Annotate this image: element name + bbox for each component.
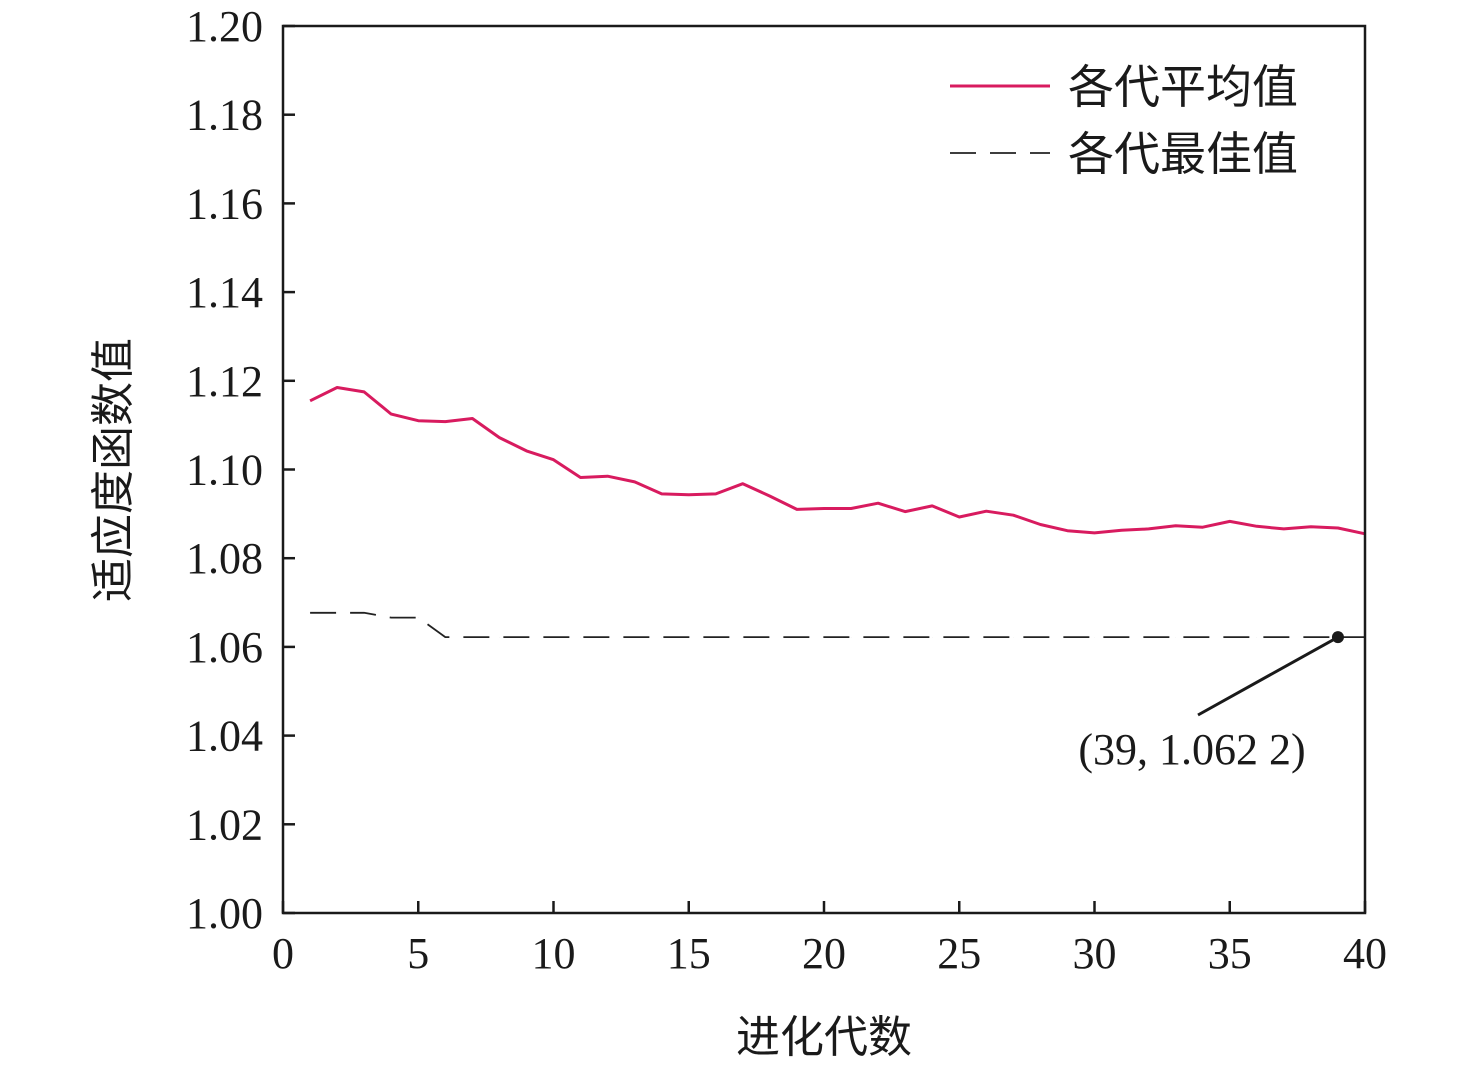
x-tick-label: 10 — [532, 929, 576, 978]
y-tick-label: 1.00 — [186, 889, 263, 938]
series-line-average — [309, 386, 1366, 536]
series-layer — [309, 386, 1366, 638]
x-tick-label: 20 — [802, 929, 846, 978]
legend-label-best: 各代最佳值 — [1068, 127, 1298, 181]
y-tick-label: 1.12 — [186, 357, 263, 406]
x-axis-title: 进化代数 — [736, 1012, 912, 1063]
annotation-marker — [1331, 631, 1344, 644]
annotation-leader-line — [1197, 635, 1339, 717]
y-tick-label: 1.06 — [186, 623, 263, 672]
x-tick-label: 5 — [407, 929, 429, 978]
y-axis-title: 适应度函数值 — [88, 338, 139, 602]
y-tick-label: 1.20 — [186, 2, 263, 51]
y-tick-label: 1.02 — [186, 800, 263, 849]
legend-label-average: 各代平均值 — [1068, 60, 1298, 114]
x-tick-label: 25 — [937, 929, 981, 978]
series-line-best — [310, 611, 1365, 638]
y-tick-label: 1.14 — [186, 268, 263, 317]
y-tick-label: 1.10 — [186, 446, 263, 495]
x-tick-label: 35 — [1208, 929, 1252, 978]
legend: 各代平均值 各代最佳值 — [950, 60, 1298, 181]
annotation-layer: (39, 1.062 2) — [1078, 631, 1344, 774]
axis-ticks: 1.00 1.02 1.04 1.06 1.08 1.10 1.12 1.14 1.16 1.18… — [186, 2, 1387, 978]
x-tick-label: 15 — [667, 929, 711, 978]
x-tick-label: 0 — [272, 929, 294, 978]
x-tick-label: 40 — [1343, 929, 1387, 978]
x-tick-label: 30 — [1073, 929, 1117, 978]
y-tick-label: 1.18 — [186, 91, 263, 140]
plot-frame — [281, 24, 1367, 915]
annotation-label: (39, 1.062 2) — [1078, 725, 1305, 774]
y-tick-label: 1.16 — [186, 179, 263, 228]
y-tick-label: 1.04 — [186, 712, 263, 761]
y-tick-label: 1.08 — [186, 534, 263, 583]
